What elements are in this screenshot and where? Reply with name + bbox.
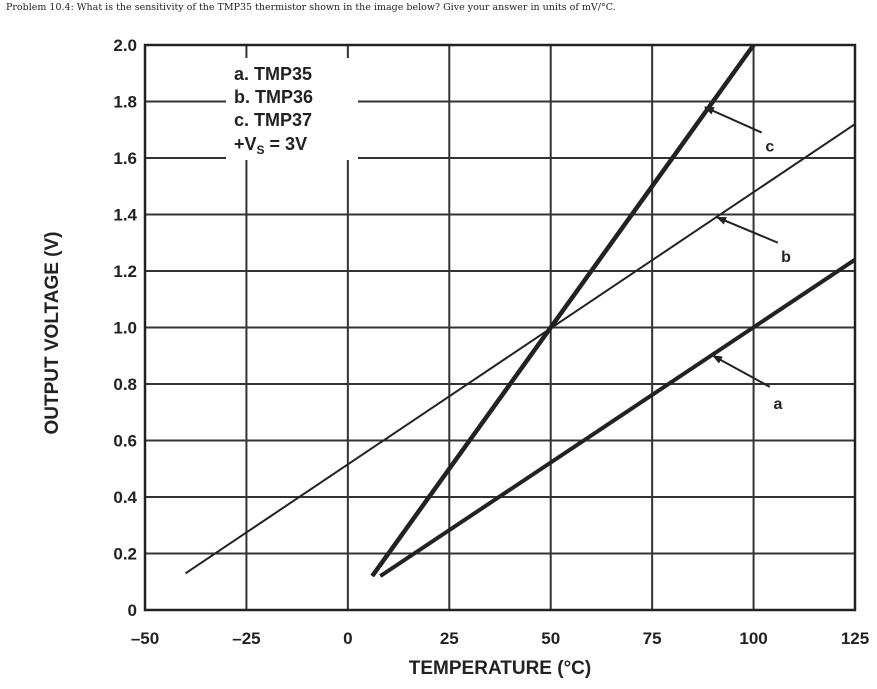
x-tick-label: –25: [232, 629, 260, 648]
problem-text: Problem 10.4: What is the sensitivity of…: [6, 2, 616, 13]
x-tick-label: 75: [643, 629, 662, 648]
x-tick-label: –50: [131, 629, 159, 648]
series-line-b: [185, 123, 856, 575]
y-tick-label: 1.4: [113, 206, 137, 225]
callout-label-c: c: [765, 139, 774, 156]
y-tick-label: 1.6: [113, 149, 137, 168]
callout-label-b: b: [781, 249, 791, 266]
y-tick-label: 0.8: [113, 375, 137, 394]
x-tick-label: 125: [841, 629, 869, 648]
y-tick-label: 1.0: [113, 319, 137, 338]
callout-arrow-b: [716, 216, 779, 244]
legend-supply-voltage: +VS = 3V: [234, 134, 307, 157]
y-tick-label: 0.2: [113, 545, 137, 564]
x-tick-label: 100: [739, 629, 767, 648]
plot-frame: [143, 43, 857, 612]
x-axis-title: TEMPERATURE (°C): [409, 658, 591, 679]
callout-arrow-c: [703, 106, 763, 134]
legend-item-b: b. TMP36: [234, 87, 313, 107]
y-tick-label: 1.8: [113, 93, 137, 112]
y-axis-title: OUTPUT VOLTAGE (V): [42, 231, 63, 434]
y-tick-label: 1.2: [113, 262, 137, 281]
y-tick-label: 2.0: [113, 36, 137, 55]
y-tick-label: 0: [128, 601, 137, 620]
axes: –50 –25 0 25 50 75 100 125 0 0.2 0.4 0.6 0.8 1.0 1.2 1.…: [113, 36, 869, 648]
callout-arrow-a: [712, 354, 771, 388]
x-tick-label: 0: [343, 629, 352, 648]
x-tick-label: 50: [541, 629, 560, 648]
series-lines: [185, 43, 857, 578]
legend-item-a: a. TMP35: [234, 64, 312, 84]
series-line-a: [379, 258, 857, 578]
callout-label-a: a: [773, 396, 782, 413]
series-line-c: [370, 43, 756, 578]
legend-item-c: c. TMP37: [234, 110, 312, 130]
y-tick-label: 0.6: [113, 432, 137, 451]
y-tick-label: 0.4: [113, 488, 137, 507]
callouts: a b c: [703, 106, 791, 413]
x-tick-label: 25: [440, 629, 459, 648]
legend: a. TMP35 b. TMP36 c. TMP37 +VS = 3V: [226, 58, 358, 160]
